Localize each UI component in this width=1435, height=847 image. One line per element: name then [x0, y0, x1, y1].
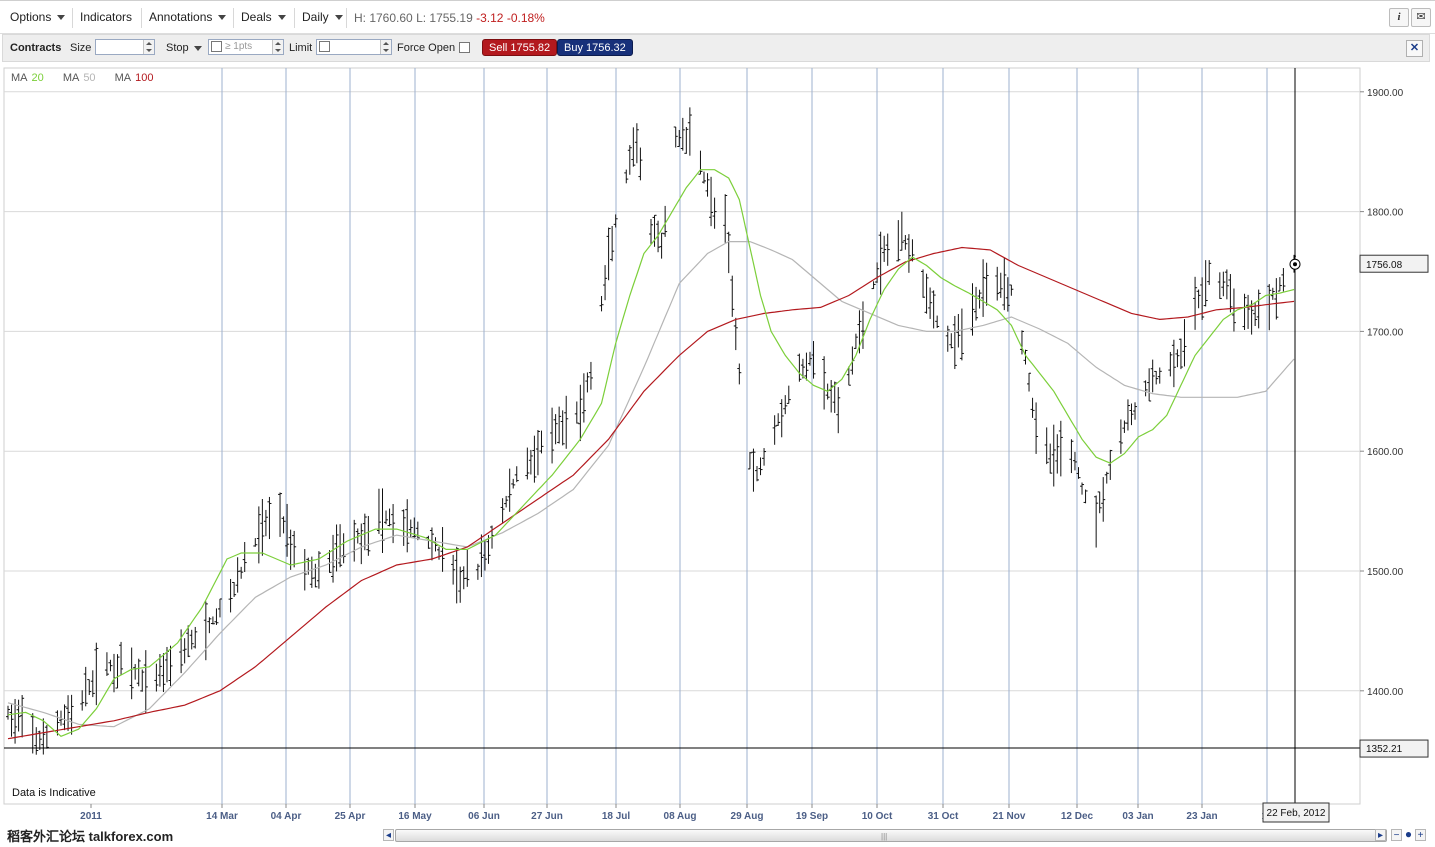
info-icon[interactable]: i	[1389, 8, 1409, 27]
legend-ma100-value: 100	[135, 72, 154, 84]
chevron-down-icon	[57, 15, 66, 21]
top-menu-bar: Options Indicators Annotations Deals Dai…	[0, 0, 1435, 34]
menu-divider	[294, 8, 295, 28]
deals-menu[interactable]: Deals	[241, 10, 286, 24]
x-tick-label: 12 Dec	[1061, 811, 1094, 822]
last-price-label: 1756.08	[1366, 260, 1403, 271]
x-tick-label: 03 Jan	[1122, 811, 1153, 822]
legend-ma20-value: 20	[31, 72, 44, 84]
indicators-menu[interactable]: Indicators	[80, 10, 133, 24]
change-value: -3.12	[476, 11, 504, 25]
last-price-marker-dot	[1293, 262, 1297, 267]
mail-icon[interactable]: ✉	[1411, 8, 1431, 27]
price-chart[interactable]: 1400.00 1500.00 1600.00 1700.00 1800.00 1900.…	[0, 64, 1435, 826]
x-tick-label: 23 Jan	[1186, 811, 1217, 822]
price-summary: H: 1760.60 L: 1755.19 -3.12 -0.18%	[354, 11, 545, 25]
scroll-right-icon[interactable]: ▸	[1375, 829, 1386, 841]
watermark-brand: 稻客外汇论坛 talkforex.com	[7, 829, 174, 844]
x-tick-label: 21 Nov	[993, 811, 1026, 822]
chevron-down-icon	[218, 15, 227, 21]
menu-divider	[72, 8, 73, 28]
scroll-left-icon[interactable]: ◂	[383, 829, 394, 841]
period-menu[interactable]: Daily	[302, 10, 343, 24]
size-stepper[interactable]	[95, 39, 155, 55]
ma50-line	[7, 241, 1295, 728]
legend-ma50-value: 50	[83, 72, 96, 84]
stepper-arrows-icon[interactable]	[272, 40, 283, 54]
chart-footer: 稻客外汇论坛 talkforex.com ◂ ||| ▸ − ● +	[0, 826, 1435, 847]
chevron-down-icon	[193, 45, 202, 51]
legend-ma50: MA 50	[63, 72, 104, 84]
crosshair-price-box	[1359, 739, 1429, 758]
options-menu[interactable]: Options	[10, 10, 66, 24]
data-indicative-note: Data is Indicative	[12, 787, 96, 799]
limit-checkbox[interactable]	[319, 41, 330, 52]
zoom-in-icon[interactable]: +	[1415, 829, 1426, 841]
x-tick-label: 16 May	[398, 811, 432, 822]
y-tick-label: 1700.00	[1367, 327, 1404, 338]
buy-button[interactable]: Buy 1756.32	[557, 39, 633, 56]
force-open-checkbox[interactable]	[459, 42, 470, 53]
scroll-grip[interactable]: |||	[881, 832, 888, 841]
y-tick-label: 1800.00	[1367, 208, 1404, 219]
y-tick-label: 1600.00	[1367, 447, 1404, 458]
y-tick-label: 1500.00	[1367, 567, 1404, 578]
legend-ma50-label: MA	[62, 72, 80, 84]
x-tick-label: 10 Oct	[862, 811, 893, 822]
x-tick-label: 31 Oct	[928, 811, 959, 822]
high-value: H: 1760.60	[354, 11, 413, 25]
x-tick-label: 25 Apr	[335, 811, 366, 822]
legend-ma100-label: MA	[114, 72, 132, 84]
stop-checkbox[interactable]	[211, 41, 222, 52]
chart-legend: MA 20 MA 50 MA 100	[11, 72, 169, 84]
limit-label: Limit	[289, 42, 313, 54]
size-label: Size	[70, 42, 92, 54]
menu-divider	[233, 8, 234, 28]
menu-divider	[346, 8, 347, 28]
chevron-down-icon	[277, 15, 286, 21]
stop-dropdown[interactable]: Stop	[166, 42, 202, 54]
x-tick-label: 27 Jun	[531, 811, 563, 822]
reset-dot-icon[interactable]: ●	[1404, 827, 1413, 841]
low-value: L: 1755.19	[416, 11, 473, 25]
x-tick-label: 2011	[80, 811, 102, 822]
limit-input[interactable]	[316, 39, 392, 55]
x-tick-label: 04 Apr	[271, 811, 302, 822]
close-icon[interactable]: ✕	[1406, 40, 1423, 57]
contracts-label: Contracts	[10, 42, 62, 54]
y-tick-label: 1900.00	[1367, 88, 1404, 99]
crosshair-date-label: 22 Feb, 2012	[1267, 808, 1326, 819]
last-price-box	[1359, 254, 1429, 273]
ma20-line	[7, 169, 1295, 737]
deal-ticket-bar: Contracts Size Stop ≥ 1pts Limit Force O…	[2, 34, 1430, 62]
menu-divider	[141, 8, 142, 28]
stepper-arrows-icon[interactable]	[143, 40, 154, 54]
legend-ma100: MA 100	[115, 72, 162, 84]
legend-ma20: MA 20	[11, 72, 52, 84]
legend-ma20-label: MA	[11, 72, 28, 84]
x-tick-label: 14 Mar	[206, 811, 238, 822]
x-tick-label: 29 Aug	[731, 811, 764, 822]
ma100-line	[7, 246, 1295, 740]
x-tick-label: 19 Sep	[796, 811, 828, 822]
plot-area	[3, 67, 1361, 805]
x-tick-label: 08 Aug	[664, 811, 697, 822]
zoom-out-icon[interactable]: −	[1391, 829, 1402, 841]
x-tick-label: 18 Jul	[602, 811, 631, 822]
annotations-menu[interactable]: Annotations	[149, 10, 227, 24]
stop-input[interactable]: ≥ 1pts	[208, 39, 284, 55]
stepper-arrows-icon[interactable]	[380, 40, 391, 54]
stop-placeholder: ≥ 1pts	[225, 41, 253, 52]
chevron-down-icon	[334, 15, 343, 21]
x-tick-label: 06 Jun	[468, 811, 500, 822]
force-open-label: Force Open	[397, 42, 456, 54]
crosshair-price-label: 1352.21	[1366, 744, 1403, 755]
sell-button[interactable]: Sell 1755.82	[482, 39, 558, 56]
crosshair-date-box	[1262, 802, 1330, 823]
y-tick-label: 1400.00	[1367, 687, 1404, 698]
change-percent: -0.18%	[506, 11, 545, 25]
time-scrollbar[interactable]: |||	[395, 829, 1387, 842]
